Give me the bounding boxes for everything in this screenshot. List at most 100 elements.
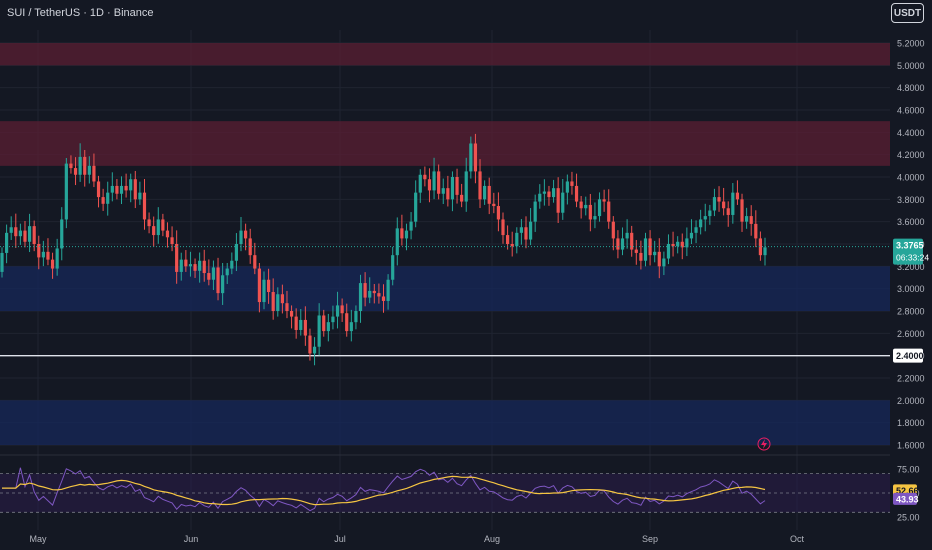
candle <box>565 181 569 193</box>
candle <box>372 290 376 294</box>
candle <box>193 264 197 271</box>
candle <box>73 168 78 175</box>
candle <box>0 252 4 272</box>
candle <box>515 232 519 247</box>
lightning-icon <box>761 439 767 449</box>
candle <box>478 171 482 200</box>
y-tick-label: 3.0000 <box>897 284 925 294</box>
candle <box>142 192 147 220</box>
candle <box>198 260 202 271</box>
candle <box>280 294 284 304</box>
candle <box>78 156 82 175</box>
candle <box>253 255 257 269</box>
candle <box>262 279 266 303</box>
last-price-badge <box>893 238 923 265</box>
support-zone <box>0 400 890 445</box>
candle <box>510 244 514 247</box>
candle <box>666 244 671 259</box>
candle <box>574 185 579 202</box>
last-price-label: 3.3765 <box>896 241 924 251</box>
x-tick-label: May <box>29 534 47 544</box>
y-tick-label: 4.8000 <box>897 83 925 93</box>
candle <box>239 230 243 244</box>
candle <box>345 313 349 332</box>
support-zone <box>0 266 890 311</box>
candle <box>722 201 726 209</box>
candle <box>496 206 501 220</box>
candle <box>317 315 321 347</box>
y-tick-label: 2.2000 <box>897 374 925 384</box>
candle <box>37 244 41 258</box>
candle <box>110 185 114 193</box>
candle <box>487 185 491 204</box>
y-tick-label: 1.8000 <box>897 418 925 428</box>
candle <box>749 216 753 224</box>
candle <box>60 219 64 249</box>
candle <box>528 221 533 240</box>
candle <box>207 273 211 280</box>
candle <box>620 238 625 250</box>
rsi-tick-label: 25.00 <box>897 513 920 523</box>
candle <box>745 216 749 222</box>
candle <box>335 305 340 317</box>
candle <box>625 232 629 239</box>
y-tick-label: 4.6000 <box>897 106 925 116</box>
candle <box>492 203 496 207</box>
candle <box>634 249 638 253</box>
y-tick-label: 3.2000 <box>897 262 925 272</box>
candle <box>754 223 758 239</box>
x-tick-label: Jul <box>334 534 346 544</box>
candle <box>685 238 689 248</box>
x-tick-label: Oct <box>790 534 805 544</box>
candle <box>423 174 427 180</box>
candle <box>133 179 137 200</box>
y-tick-label: 2.8000 <box>897 307 925 317</box>
candle <box>322 315 326 332</box>
candle <box>501 219 505 236</box>
candle <box>703 216 707 220</box>
candle <box>464 171 468 202</box>
candle <box>450 177 455 200</box>
candle <box>556 188 560 213</box>
candle <box>483 185 487 200</box>
candle <box>542 191 546 194</box>
candle <box>115 185 119 194</box>
candle <box>455 177 459 195</box>
candle <box>708 210 712 217</box>
candle <box>404 230 409 239</box>
candle <box>409 221 413 231</box>
candle <box>368 290 372 298</box>
candle <box>248 238 252 256</box>
candle <box>161 219 165 231</box>
resistance-zone <box>0 43 890 66</box>
candle <box>41 251 45 258</box>
candle <box>4 232 9 253</box>
y-tick-label: 3.8000 <box>897 195 925 205</box>
candle <box>64 163 68 220</box>
currency-button[interactable]: USDT <box>891 3 924 23</box>
candle <box>138 192 142 200</box>
candle <box>469 143 473 172</box>
y-tick-label: 1.6000 <box>897 441 925 451</box>
candle <box>538 193 542 202</box>
candle <box>179 259 183 272</box>
candle <box>119 185 124 194</box>
lightning-icon <box>757 437 771 451</box>
candle <box>699 219 703 228</box>
candle <box>763 247 767 256</box>
candle <box>662 258 666 267</box>
candle <box>473 143 478 172</box>
candle <box>506 235 510 244</box>
candle <box>432 171 436 191</box>
candle <box>276 294 280 311</box>
candle <box>735 192 740 200</box>
candle <box>308 335 312 354</box>
candle <box>602 199 606 202</box>
candle <box>23 230 27 242</box>
rsi-line <box>2 467 766 512</box>
rsi-ma-line <box>2 475 766 506</box>
candle <box>414 192 418 222</box>
candle <box>551 188 556 198</box>
candle <box>418 174 422 193</box>
